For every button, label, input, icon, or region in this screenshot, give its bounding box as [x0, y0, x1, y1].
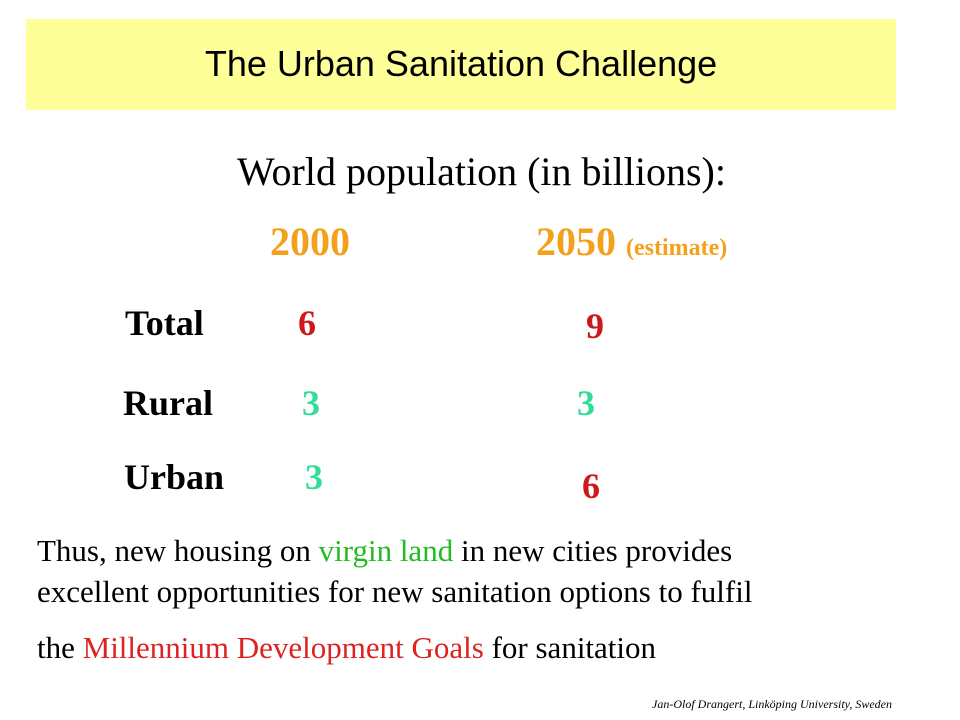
row-label-total: Total [125, 303, 204, 343]
rural-2050-value: 3 [577, 383, 595, 423]
title-banner: The Urban Sanitation Challenge [26, 19, 896, 110]
estimate-note: (estimate) [626, 235, 728, 261]
column-header-2050: 2050 (estimate) [536, 218, 727, 265]
slide-subtitle: World population (in billions): [237, 149, 726, 194]
row-label-urban: Urban [124, 457, 225, 497]
urban-2050-value: 6 [582, 466, 600, 506]
year-2000-label: 2000 [270, 219, 350, 264]
column-header-2000: 2000 [270, 218, 350, 265]
row-label-rural: Rural [123, 383, 213, 423]
virgin-land-highlight: virgin land [318, 533, 454, 568]
rural-2000-value: 3 [302, 383, 320, 423]
body-line-1: Thus, new housing on virgin land in new … [37, 533, 733, 568]
body-line-2: excellent opportunities for new sanitati… [37, 574, 753, 609]
body-line-3: the Millennium Development Goals for san… [37, 630, 657, 665]
total-2050-value: 9 [586, 306, 604, 346]
slide-title: The Urban Sanitation Challenge [204, 43, 718, 84]
year-2050-label: 2050 [536, 219, 616, 264]
author-credit: Jan-Olof Drangert, Linköping University,… [652, 697, 892, 711]
urban-2000-value: 3 [305, 457, 323, 497]
mdg-highlight: Millennium Development Goals [82, 630, 484, 665]
total-2000-value: 6 [298, 303, 316, 343]
